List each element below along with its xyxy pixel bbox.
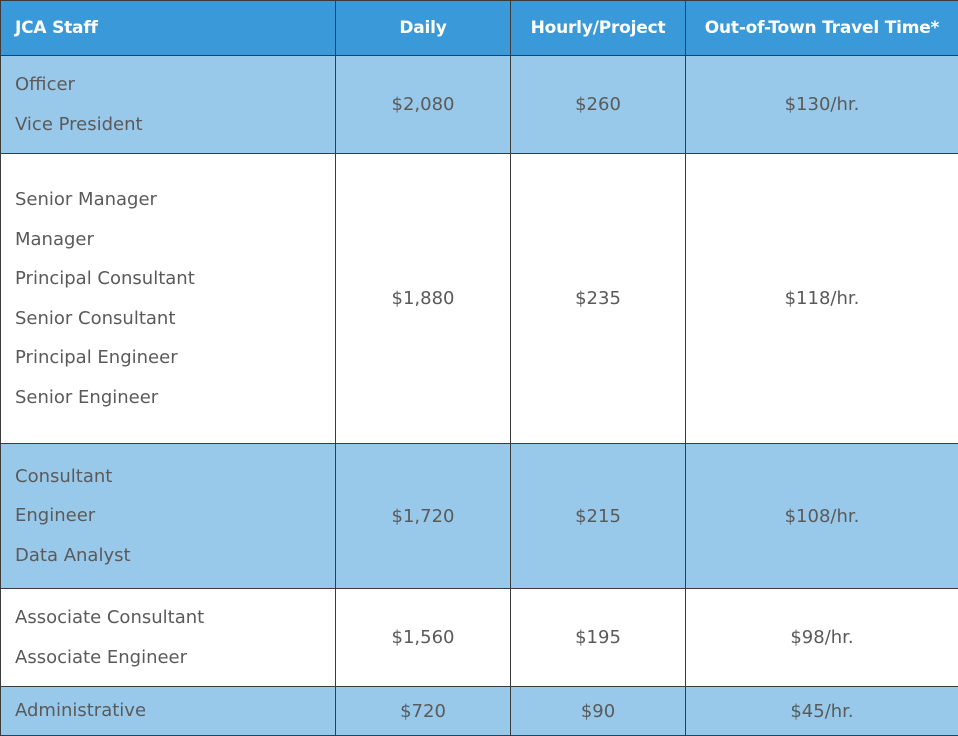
- staff-title: Senior Engineer: [15, 386, 159, 408]
- staff-title: Consultant: [15, 465, 113, 487]
- staff-title: Senior Consultant: [15, 307, 176, 329]
- header-travel: Out-of-Town Travel Time*: [685, 0, 958, 56]
- staff-cell: Consultant Engineer Data Analyst: [0, 443, 336, 589]
- staff-cell: Administrative: [0, 686, 336, 736]
- staff-title: Vice President: [15, 113, 143, 135]
- daily-cell: $1,880: [335, 153, 511, 444]
- table-row: Consultant Engineer Data Analyst $1,720 …: [0, 443, 958, 589]
- header-hourly: Hourly/Project: [510, 0, 686, 56]
- hourly-cell: $235: [510, 153, 686, 444]
- staff-title: Senior Manager: [15, 189, 157, 210]
- staff-title: Officer: [15, 74, 75, 95]
- table-row: Officer Vice President $2,080 $260 $130/…: [0, 55, 958, 154]
- travel-cell: $130/hr.: [685, 55, 958, 154]
- staff-title: Principal Consultant: [15, 268, 195, 289]
- table-row: Senior Manager Manager Principal Consult…: [0, 153, 958, 444]
- table-row: Administrative $720 $90 $45/hr.: [0, 686, 958, 736]
- staff-cell: Associate Consultant Associate Engineer: [0, 588, 336, 687]
- hourly-cell: $215: [510, 443, 686, 589]
- travel-cell: $108/hr.: [685, 443, 958, 589]
- daily-cell: $2,080: [335, 55, 511, 154]
- staff-title: Administrative: [15, 700, 147, 722]
- travel-cell: $45/hr.: [685, 686, 958, 736]
- travel-cell: $118/hr.: [685, 153, 958, 444]
- travel-cell: $98/hr.: [685, 588, 958, 687]
- hourly-cell: $90: [510, 686, 686, 736]
- daily-cell: $1,720: [335, 443, 511, 589]
- header-staff: JCA Staff: [0, 0, 336, 56]
- daily-cell: $720: [335, 686, 511, 736]
- hourly-cell: $260: [510, 55, 686, 154]
- hourly-cell: $195: [510, 588, 686, 687]
- staff-cell: Officer Vice President: [0, 55, 336, 154]
- staff-title: Data Analyst: [15, 544, 131, 566]
- header-daily: Daily: [335, 0, 511, 56]
- daily-cell: $1,560: [335, 588, 511, 687]
- header-row: JCA Staff Daily Hourly/Project Out-of-To…: [0, 0, 958, 56]
- staff-title: Principal Engineer: [15, 347, 178, 368]
- staff-title: Associate Consultant: [15, 607, 205, 628]
- staff-title: Associate Engineer: [15, 646, 188, 668]
- table-row: Associate Consultant Associate Engineer …: [0, 588, 958, 687]
- staff-title: Engineer: [15, 505, 96, 527]
- staff-cell: Senior Manager Manager Principal Consult…: [0, 153, 336, 444]
- staff-title: Manager: [15, 228, 94, 250]
